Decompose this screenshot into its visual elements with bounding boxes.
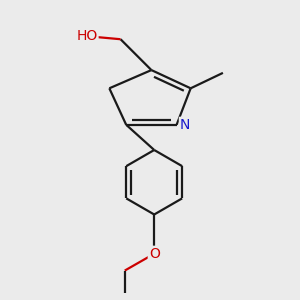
Text: O: O [149,247,160,261]
Text: N: N [180,118,190,132]
Text: HO: HO [76,29,98,44]
